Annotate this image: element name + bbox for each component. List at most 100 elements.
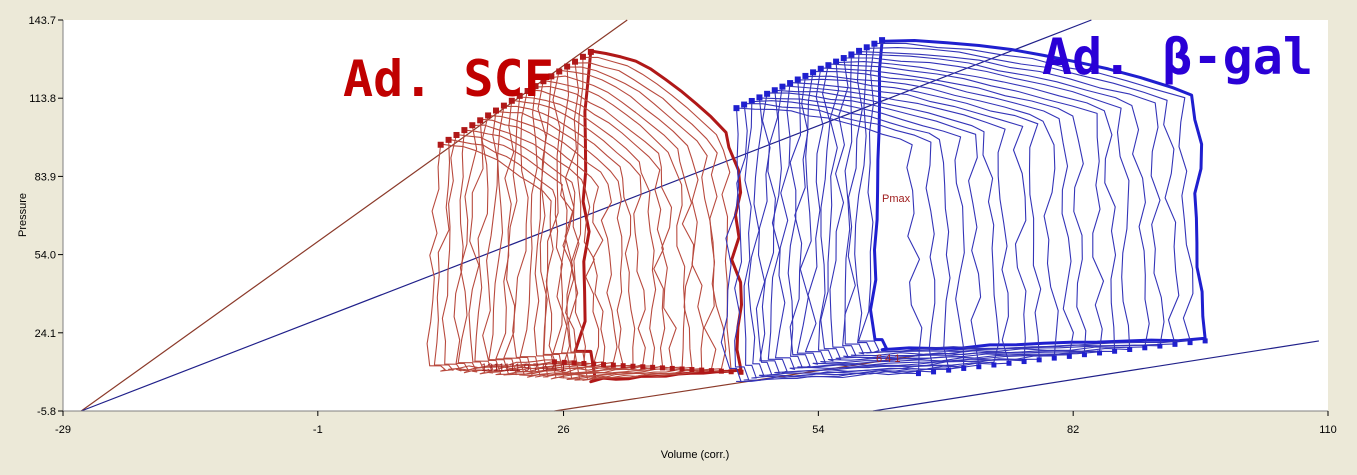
red-loop (567, 56, 732, 381)
red-loops (426, 48, 744, 384)
blue-es-marker (779, 83, 786, 90)
blue-loop (817, 63, 1105, 362)
red-ed-marker (561, 359, 567, 365)
annotation-pmax: Pmax (882, 193, 911, 205)
red-loop (539, 75, 695, 380)
red-ed-marker (689, 367, 695, 373)
blue-es-marker (817, 65, 824, 72)
red-ed-marker (551, 359, 557, 365)
red-ed-marker (571, 360, 577, 366)
red-edpvr-line (554, 353, 928, 412)
red-loop (512, 89, 666, 378)
blue-ed-marker (1081, 352, 1087, 358)
x-tick-label: 54 (812, 424, 824, 436)
blue-ed-marker (931, 369, 937, 375)
blue-loop (796, 70, 1074, 365)
red-es-marker (500, 102, 507, 109)
red-es-marker (532, 83, 539, 90)
red-es-marker (564, 63, 571, 70)
blue-es-marker (856, 47, 863, 54)
y-tick-label: 83.9 (35, 171, 56, 183)
red-loop (552, 66, 717, 380)
red-loop (433, 138, 571, 371)
blue-es-marker (748, 97, 755, 104)
blue-es-marker (879, 37, 886, 44)
blue-es-marker (833, 58, 840, 65)
blue-loop (804, 67, 1087, 364)
x-tick-label: 82 (1067, 424, 1079, 436)
blue-ed-marker (915, 371, 921, 377)
blue-es-marker (863, 44, 870, 51)
red-ed-marker (640, 364, 646, 370)
blue-loop (844, 51, 1165, 355)
red-es-marker (477, 117, 484, 124)
blue-loop (774, 82, 1027, 370)
red-es-marker (587, 48, 594, 55)
red-es-marker (524, 88, 531, 95)
red-loop (533, 79, 686, 378)
red-ed-marker (601, 362, 607, 368)
axis-ticks: -29 -1 26 54 82 110 143.7 113.8 83.9 54.0 24.1 -5.8 (28, 15, 1336, 436)
red-loop (426, 143, 555, 372)
red-loop (503, 96, 657, 377)
red-ed-marker (630, 363, 636, 369)
x-tick-label: 110 (1319, 424, 1337, 436)
blue-loop (743, 100, 951, 379)
red-loop (457, 124, 600, 373)
red-ed-marker (718, 368, 724, 374)
y-tick-label: 54.0 (35, 250, 56, 262)
blue-ed-marker (1036, 357, 1042, 363)
blue-ed-marker (1112, 348, 1118, 354)
red-es-marker (445, 136, 452, 143)
blue-es-marker (825, 62, 832, 69)
blue-edpvr-line (872, 340, 1319, 412)
blue-ed-marker (1021, 359, 1027, 365)
blue-es-marker (764, 90, 771, 97)
x-tick-label: -29 (55, 424, 71, 436)
blue-loop (767, 85, 1010, 374)
red-ed-marker (679, 366, 685, 372)
red-ed-marker (699, 367, 705, 373)
blue-loop (842, 53, 1150, 357)
blue-es-marker (741, 101, 748, 108)
blue-loop (755, 92, 982, 376)
blue-ed-marker (1066, 353, 1072, 359)
red-ed-marker (659, 365, 665, 371)
y-tick-label: 113.8 (29, 93, 56, 105)
blue-ed-marker (991, 362, 997, 368)
red-ed-marker (728, 369, 734, 375)
blue-es-marker (871, 40, 878, 47)
x-tick-label: 26 (557, 424, 569, 436)
blue-ed-marker (946, 367, 952, 373)
red-ed-marker (669, 365, 675, 371)
red-ed-marker (581, 360, 587, 366)
red-es-marker (508, 97, 515, 104)
red-es-marker (493, 107, 500, 114)
blue-es-marker (787, 80, 794, 87)
annotation-blue-loop-numbers: 6 4 1 (876, 353, 900, 365)
blue-es-marker (733, 105, 740, 112)
blue-ed-marker (1172, 341, 1178, 347)
red-es-marker (461, 127, 468, 134)
blue-loop (854, 47, 1180, 354)
y-tick-label: 143.7 (28, 15, 56, 27)
x-axis-title: Volume (corr.) (661, 449, 729, 461)
blue-ed-marker (1142, 345, 1148, 351)
y-axis-title: Pressure (17, 193, 29, 237)
red-loop (482, 111, 624, 376)
red-es-marker (572, 58, 579, 65)
annotation-red-loop-numbers: 1311111 9 7 6 4 1 (481, 362, 566, 374)
blue-ed-marker (961, 365, 967, 371)
blue-loop (820, 61, 1117, 360)
blue-ed-marker (1051, 355, 1057, 361)
blue-es-marker (810, 69, 817, 76)
blue-es-marker (756, 94, 763, 101)
y-tick-label: 24.1 (35, 328, 56, 340)
red-loop (543, 69, 705, 379)
blue-loop (734, 103, 936, 381)
x-tick-label: -1 (313, 424, 323, 436)
red-ed-marker (591, 361, 597, 367)
red-ed-marker (610, 362, 616, 368)
y-tick-label: -5.8 (37, 406, 56, 418)
blue-es-marker (802, 72, 809, 79)
